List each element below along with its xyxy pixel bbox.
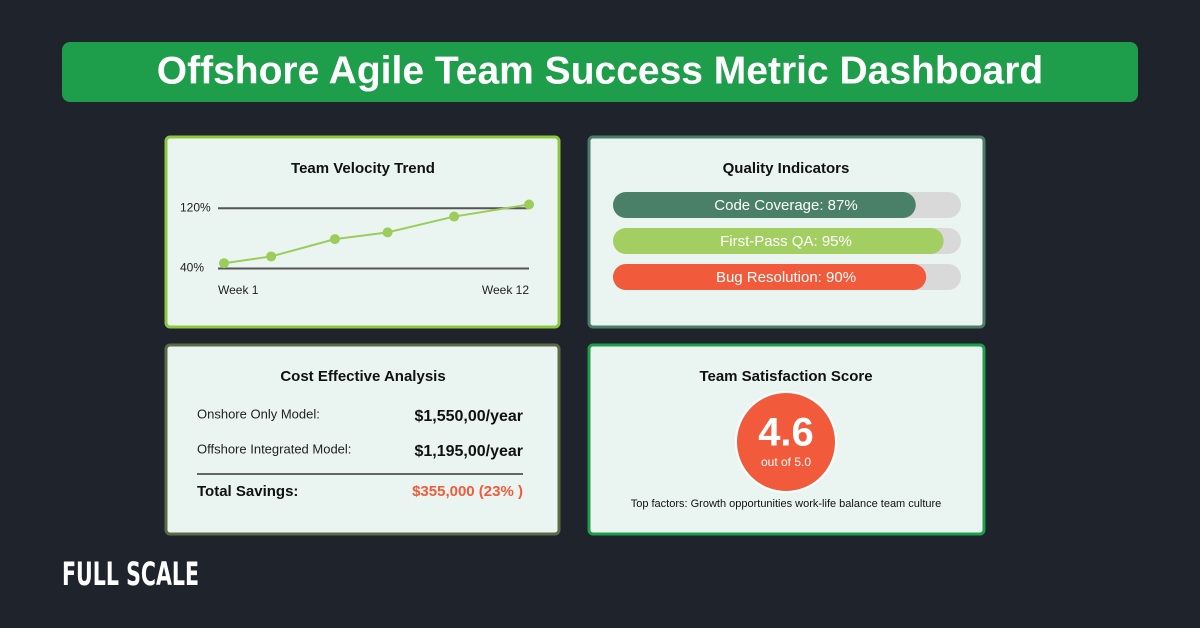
point	[524, 199, 534, 210]
total-label: Total Savings:	[197, 483, 298, 500]
velocity-line	[223, 203, 530, 265]
point	[219, 258, 229, 269]
y-tick-label: 120%	[180, 200, 211, 214]
score-scale: out of 5.0	[761, 455, 811, 469]
point	[382, 227, 393, 238]
bar-label: Bug Resolution: 90%	[716, 269, 856, 286]
point	[266, 251, 277, 262]
score: 4.6	[758, 411, 814, 455]
bar-label: Code Coverage: 87%	[714, 197, 857, 214]
page-title: Offshore Agile Team Success Metric Dashb…	[157, 49, 1043, 92]
row-label: Offshore Integrated Model:	[197, 441, 351, 456]
logo: FULL SCALE	[62, 555, 199, 593]
quality-bar	[613, 192, 916, 218]
x-tick-label: Week 12	[482, 283, 529, 297]
total-value: $355,000 (23% )	[412, 483, 523, 500]
row-value: $1,195,00/year	[414, 443, 523, 460]
velocity-panel	[164, 135, 561, 329]
y-tick-label: 40%	[180, 261, 204, 275]
factors: Top factors: Growth opportunities work-l…	[631, 498, 942, 510]
row-value: $1,550,00/year	[414, 408, 523, 425]
panel-title: Team Satisfaction Score	[699, 368, 872, 385]
quality-bar	[613, 264, 927, 290]
title-banner	[62, 42, 1138, 102]
x-tick-label: Week 1	[218, 283, 259, 297]
panel-title: Cost Effective Analysis	[280, 368, 445, 385]
score-circle	[735, 391, 837, 493]
row-label: Onshore Only Model:	[197, 406, 320, 421]
quality-bar	[613, 228, 944, 254]
panel-title: Quality Indicators	[723, 160, 850, 177]
point	[449, 211, 460, 222]
bar-label: First-Pass QA: 95%	[720, 233, 852, 250]
panel-title: Team Velocity Trend	[291, 160, 435, 177]
point	[329, 234, 340, 245]
cost-panel	[164, 343, 561, 536]
